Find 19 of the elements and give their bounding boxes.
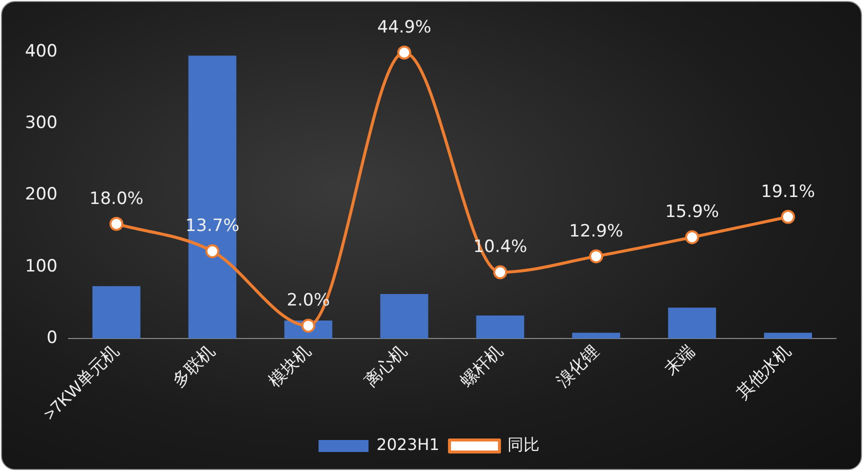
y-tick-label: 100 xyxy=(24,256,58,276)
y-tick-label: 200 xyxy=(24,184,58,205)
data-label: 44.9% xyxy=(377,18,432,38)
x-tick-label: 其他水机 xyxy=(732,341,794,403)
x-tick-label: 螺杆机 xyxy=(456,341,506,391)
x-tick-label: 末端 xyxy=(660,341,698,379)
x-tick-label: 溴化锂 xyxy=(552,341,602,391)
legend-label: 2023H1 xyxy=(376,435,440,454)
y-tick-label: 0 xyxy=(46,328,58,348)
y-tick-label: 400 xyxy=(24,41,58,62)
data-label: 15.9% xyxy=(665,202,720,222)
x-tick-label: 离心机 xyxy=(360,341,410,391)
data-label: 12.9% xyxy=(569,221,624,242)
data-label: 19.1% xyxy=(761,182,816,202)
legend-label: 同比 xyxy=(507,435,540,454)
data-label: 18.0% xyxy=(89,188,144,209)
y-tick-label: 300 xyxy=(24,113,58,134)
x-tick-label: 多联机 xyxy=(169,341,219,391)
x-tick-label: 模块机 xyxy=(264,341,314,391)
